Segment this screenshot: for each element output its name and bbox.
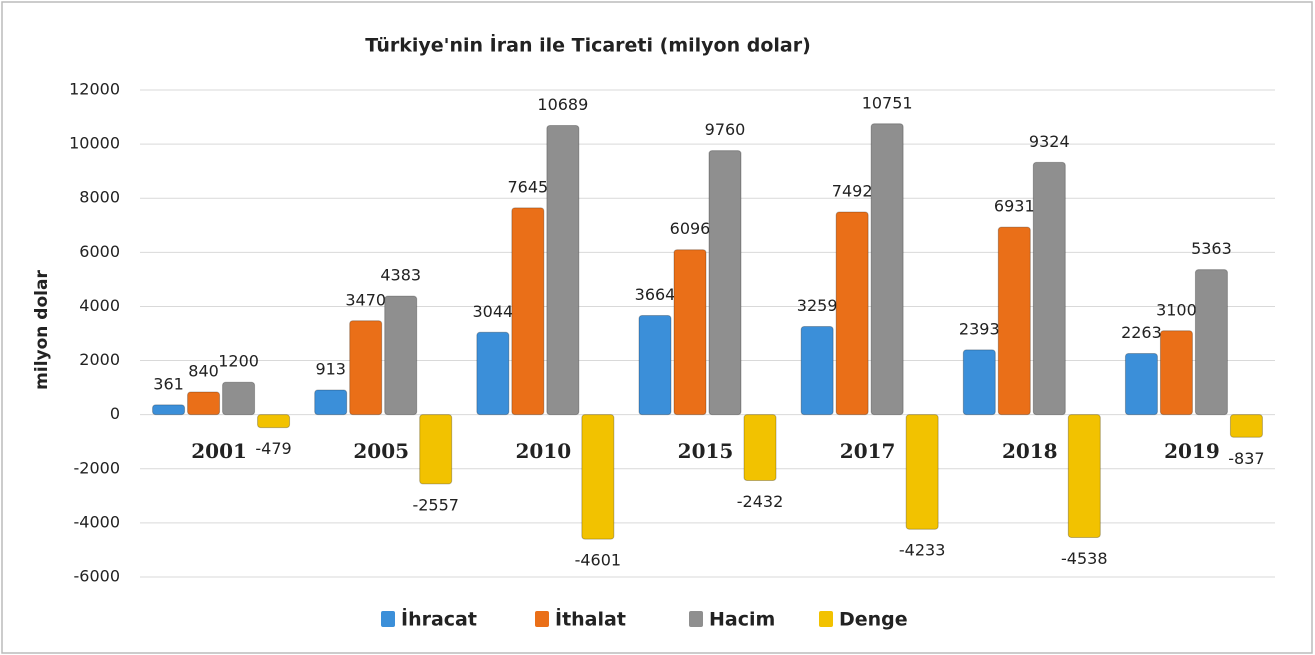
- bar: [187, 391, 221, 416]
- bar: [384, 295, 418, 416]
- legend-label: İthalat: [555, 607, 626, 631]
- data-label: -2432: [737, 492, 784, 511]
- y-tick-label: 12000: [69, 80, 120, 99]
- legend-swatch: [819, 611, 833, 627]
- bar: [835, 211, 869, 416]
- x-tick-label: 2010: [516, 439, 572, 463]
- data-label: -479: [255, 439, 291, 458]
- y-tick-label: -4000: [74, 512, 121, 531]
- data-label: 4383: [380, 266, 421, 285]
- data-label: 840: [188, 361, 219, 380]
- data-label: 9760: [705, 120, 746, 139]
- bar: [1067, 414, 1101, 538]
- bar: [511, 207, 545, 416]
- data-label: -4538: [1061, 549, 1108, 568]
- bar: [905, 414, 939, 530]
- bar: [152, 404, 186, 416]
- bar: [870, 123, 904, 416]
- y-tick-label: 10000: [69, 134, 120, 153]
- data-label: 6096: [670, 219, 711, 238]
- legend-swatch: [381, 611, 395, 627]
- bar: [476, 331, 510, 416]
- data-label: 6931: [994, 197, 1035, 216]
- data-label: 9324: [1029, 132, 1070, 151]
- data-label: -4601: [575, 551, 622, 570]
- x-tick-label: 2001: [191, 439, 247, 463]
- data-label: 2393: [959, 319, 1000, 338]
- y-tick-label: 8000: [79, 188, 120, 207]
- x-tick-label: 2015: [678, 439, 734, 463]
- bar: [708, 150, 742, 416]
- data-label: 361: [153, 374, 184, 393]
- data-label: 10689: [537, 95, 588, 114]
- data-label: -4233: [899, 541, 946, 560]
- data-label: 2263: [1121, 323, 1162, 342]
- bar: [1194, 269, 1228, 416]
- y-tick-label: 0: [110, 404, 120, 423]
- bar: [1229, 414, 1263, 438]
- bar: [222, 381, 256, 416]
- bar: [546, 124, 580, 416]
- legend-swatch: [689, 611, 703, 627]
- data-label: 3664: [635, 285, 676, 304]
- legend-label: Hacim: [709, 609, 775, 631]
- data-label: 1200: [218, 352, 259, 371]
- data-label: 5363: [1191, 239, 1232, 258]
- data-label: 913: [315, 359, 346, 378]
- legend-label: Denge: [839, 609, 908, 631]
- data-label: -837: [1228, 449, 1264, 468]
- data-label: 7492: [832, 181, 873, 200]
- data-label: 3100: [1156, 300, 1197, 319]
- data-label: 3044: [472, 302, 513, 321]
- data-label: -2557: [412, 495, 459, 514]
- data-label: 10751: [862, 93, 913, 112]
- data-label: 3470: [345, 290, 386, 309]
- bar: [743, 414, 777, 481]
- x-tick-label: 2005: [353, 439, 409, 463]
- y-axis-title: milyon dolar: [32, 270, 52, 390]
- bar: [997, 226, 1031, 416]
- x-tick-label: 2019: [1164, 439, 1220, 463]
- bar: [1124, 352, 1158, 416]
- bar: [673, 249, 707, 416]
- y-tick-label: 2000: [79, 350, 120, 369]
- bar: [257, 414, 291, 429]
- bar: [962, 349, 996, 416]
- legend-label: İhracat: [401, 607, 477, 631]
- y-tick-label: 6000: [79, 242, 120, 261]
- bar: [800, 325, 834, 416]
- bar: [1032, 161, 1066, 416]
- bar: [1159, 330, 1193, 416]
- x-tick-label: 2017: [840, 439, 896, 463]
- y-tick-label: -6000: [74, 567, 121, 586]
- bar: [638, 315, 672, 416]
- legend-swatch: [535, 611, 549, 627]
- bar: [349, 320, 383, 416]
- chart-title: Türkiye'nin İran ile Ticareti (milyon do…: [365, 33, 811, 57]
- data-label: 7645: [507, 177, 548, 196]
- x-tick-label: 2018: [1002, 439, 1058, 463]
- bar: [314, 389, 348, 416]
- bar: [419, 414, 453, 485]
- data-label: 3259: [797, 296, 838, 315]
- y-tick-label: -2000: [74, 458, 121, 477]
- bar: [581, 414, 615, 540]
- y-tick-label: 4000: [79, 296, 120, 315]
